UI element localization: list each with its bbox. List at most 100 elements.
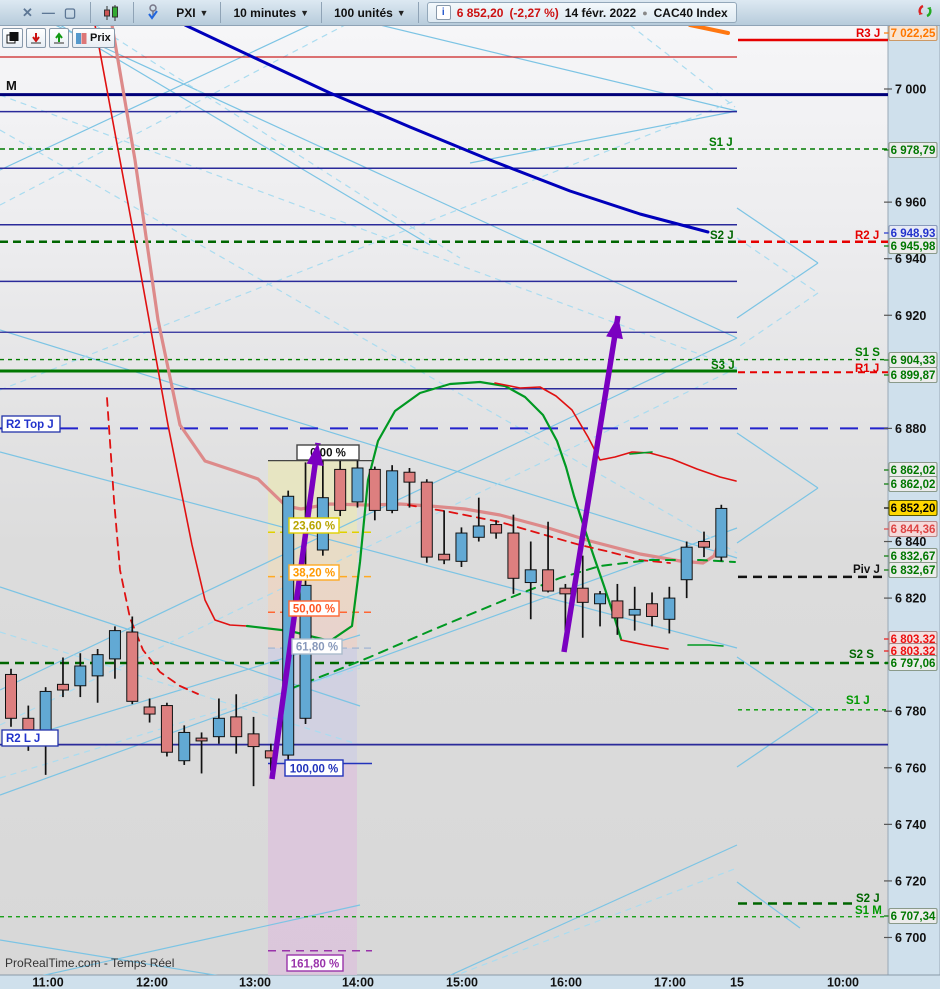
price-level-badge (888, 907, 938, 925)
trend-lattice-line-dashed (736, 237, 819, 294)
toolbar-separator (417, 2, 419, 23)
pivot-level-label: S1 J (846, 695, 870, 707)
fibonacci-label: 38,20 % (293, 568, 335, 580)
chart-type-candlestick-button[interactable] (95, 1, 129, 25)
candle-body (22, 717, 35, 731)
candle-body (438, 553, 451, 561)
price-level-badge (888, 520, 938, 538)
overlay-dashed-red-mid[interactable] (407, 504, 671, 564)
time-tick-label: 12:00 (136, 976, 168, 989)
trend-lattice-line (736, 262, 819, 319)
toolbar-separator (220, 2, 222, 23)
trend-lattice-line (736, 711, 819, 768)
price-badge-value: 6 832,67 (891, 551, 936, 563)
link-anchor-button[interactable] (138, 1, 168, 25)
price-tick-label: 6 840 (895, 535, 926, 549)
fibonacci-label-box[interactable] (288, 600, 340, 617)
fibonacci-label-box[interactable] (286, 954, 344, 972)
overlay-supertrend-red-low[interactable] (620, 639, 669, 650)
candle-body (91, 654, 104, 677)
candle-body (680, 546, 693, 581)
overlay-orange-fragment[interactable] (688, 25, 730, 35)
trend-lattice-line (54, 25, 738, 339)
instrument-name: CAC40 Index (653, 5, 728, 20)
refresh-button[interactable] (916, 2, 934, 23)
pivot-level-label: Piv J (853, 564, 880, 576)
windows-layout-button[interactable] (2, 28, 23, 48)
trend-arrow-head[interactable] (606, 316, 623, 340)
symbol-dropdown[interactable]: PXI ▼ (176, 5, 209, 20)
fibonacci-label-box[interactable] (284, 759, 344, 777)
price-tick-label: 6 820 (895, 592, 926, 606)
candle-body (715, 507, 728, 558)
move-up-button[interactable] (49, 28, 69, 48)
price-level-badge (888, 141, 938, 159)
pivot-level-label: S1 S (855, 347, 880, 359)
pivot-level-label: S2 J (710, 230, 734, 242)
overlay-supertrend-green-low[interactable] (687, 644, 724, 647)
price-columns-icon (76, 32, 87, 44)
candle-body (143, 706, 156, 715)
pivot-level-label: R2 J (855, 230, 879, 242)
trend-arrow-shaft (561, 315, 621, 653)
price-tick-label: 6 780 (895, 705, 926, 719)
maximize-icon[interactable]: ▢ (63, 4, 77, 20)
overlay-ma-slow[interactable] (110, 25, 724, 565)
price-badge-value: 7 022,25 (891, 28, 936, 40)
fibonacci-label: 23,60 % (293, 521, 335, 533)
pivot-label-box[interactable] (1, 415, 61, 433)
trend-lattice-line (0, 939, 219, 975)
price-tick-label: 6 740 (895, 818, 926, 832)
pivot-label-box[interactable] (1, 729, 59, 747)
price-level-badge (888, 475, 938, 493)
fibonacci-label-box[interactable] (288, 564, 340, 581)
units-dropdown[interactable]: 100 unités ▼ (334, 5, 406, 20)
candle-body (5, 673, 17, 719)
price-badge-value: 6 797,06 (891, 658, 936, 670)
timeframe-dropdown[interactable]: 10 minutes ▼ (233, 5, 310, 20)
toolbar-separator (133, 2, 135, 23)
fibonacci-band (268, 763, 357, 975)
trend-arrow-head[interactable] (306, 443, 324, 466)
fibonacci-label-box[interactable] (288, 517, 340, 534)
watermark: ProRealTime.com - Temps Réel (5, 956, 175, 970)
close-icon[interactable]: ✕ (22, 4, 33, 20)
plot-layer (0, 25, 888, 975)
candle-body (74, 665, 87, 687)
info-icon[interactable]: i (435, 5, 451, 20)
chart-toolbar: Prix (2, 28, 115, 48)
candle-body (663, 597, 676, 620)
price-level-badge (888, 561, 938, 579)
move-down-button[interactable] (26, 28, 46, 48)
trend-lattice-line (0, 527, 738, 796)
overlay-band-green-arc[interactable] (245, 380, 623, 643)
pivot-level-label: S1 M (855, 905, 882, 917)
trend-lattice-line (379, 25, 738, 112)
price-badge-value: 6 899,87 (891, 370, 936, 382)
pivot-level-label: R3 J (856, 28, 880, 40)
price-badge-value: 6 844,36 (891, 524, 936, 536)
fibonacci-label: 100,00 % (290, 764, 339, 776)
current-price-badge (888, 499, 938, 517)
overlay-trendline-down[interactable] (183, 25, 710, 234)
candle-body (334, 468, 347, 511)
price-level-badge (888, 654, 938, 672)
price-tick-label: 6 720 (895, 874, 926, 888)
overlay-band-green-cross[interactable] (629, 451, 653, 455)
overlay-band-red-right[interactable] (494, 382, 737, 482)
time-axis-strip[interactable] (0, 975, 940, 989)
candle-body (559, 587, 572, 595)
time-tick-label: 11:00 (32, 976, 63, 989)
minimize-icon[interactable]: — (41, 4, 55, 20)
last-price: 6 852,20 (456, 5, 504, 20)
trend-lattice-line (59, 25, 431, 246)
overlay-supertrend-red-left[interactable] (94, 25, 248, 627)
candle-body (247, 733, 260, 748)
status-dot-icon: ● (642, 7, 648, 18)
price-badge-value: 6 945,98 (891, 241, 936, 253)
price-pane-button[interactable]: Prix (72, 28, 115, 48)
fibonacci-label-box[interactable] (291, 638, 343, 655)
price-badge-value: 6 862,02 (891, 479, 936, 491)
candle-body (507, 532, 520, 579)
